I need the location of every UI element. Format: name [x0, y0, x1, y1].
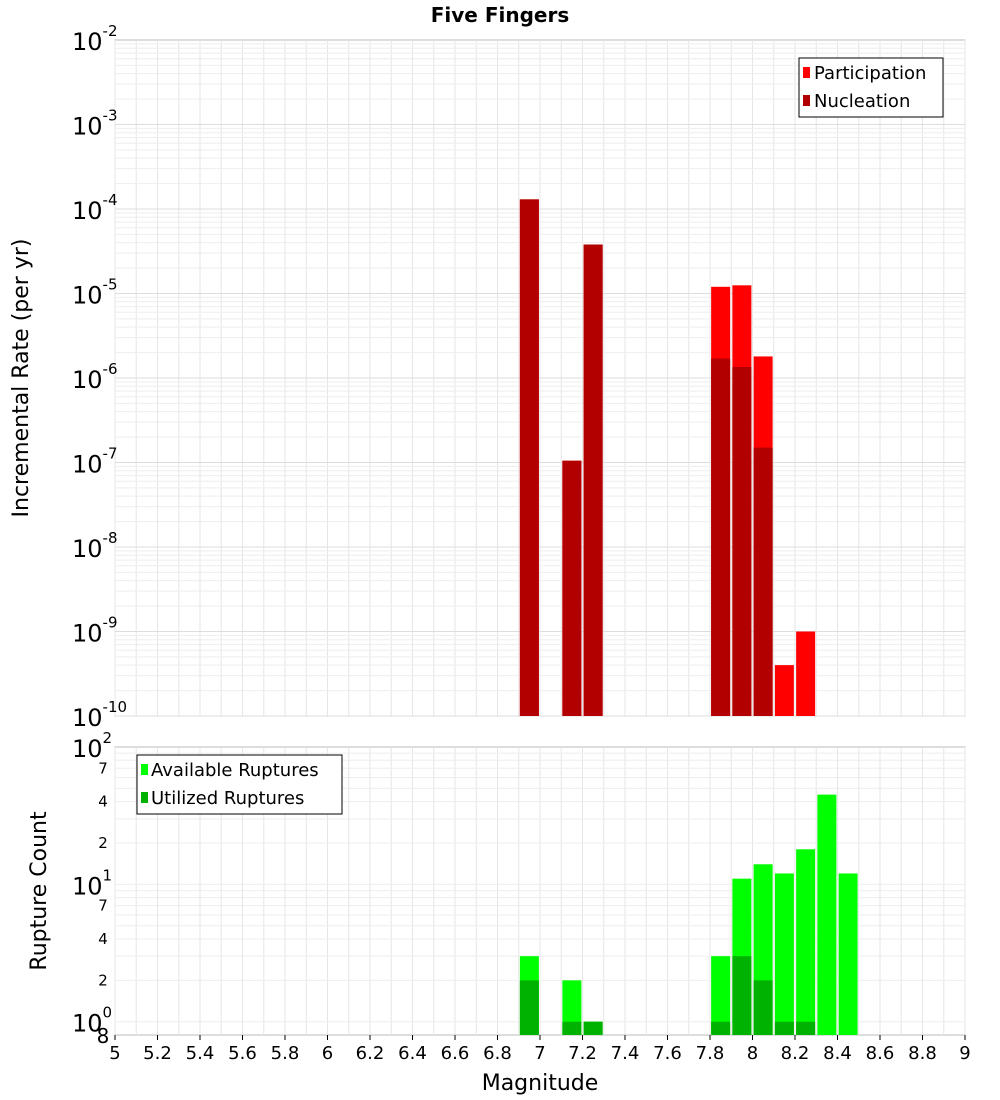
x-tick-label: 6.2	[356, 1043, 385, 1064]
x-tick-label: 8.4	[823, 1043, 852, 1064]
bar-utilized-ruptures	[519, 980, 539, 1035]
bar-available-ruptures	[838, 873, 858, 1035]
top-y-tick-label: 10-4	[72, 191, 118, 225]
legend-swatch-participation	[803, 67, 810, 78]
bar-nucleation	[583, 244, 603, 716]
x-tick-label: 5	[109, 1043, 120, 1064]
x-tick-label: 7.2	[568, 1043, 597, 1064]
bar-utilized-ruptures	[774, 1021, 794, 1035]
legend-label-participation: Participation	[814, 63, 926, 84]
x-tick-label: 5.2	[143, 1043, 172, 1064]
x-tick-label: 5.4	[186, 1043, 215, 1064]
top-y-tick-label: 10-7	[72, 445, 118, 479]
bottom-y-tick-label: 102	[72, 729, 112, 763]
bar-utilized-ruptures	[711, 1021, 731, 1035]
top-y-tick-label: 10-2	[72, 22, 118, 56]
x-tick-label: 6.8	[483, 1043, 512, 1064]
legend-label-nucleation: Nucleation	[814, 91, 910, 112]
x-tick-label: 9	[959, 1043, 970, 1064]
top-y-tick-label: 10-9	[72, 614, 118, 648]
bar-nucleation	[711, 358, 731, 716]
x-tick-label: 7	[534, 1043, 545, 1064]
bar-available-ruptures	[817, 794, 837, 1035]
legend-label-utilized: Utilized Ruptures	[151, 788, 304, 809]
legend-label-available: Available Ruptures	[151, 760, 319, 781]
chart-title: Five Fingers	[431, 3, 570, 27]
x-tick-label: 7.6	[653, 1043, 682, 1064]
x-tick-label: 7.8	[696, 1043, 725, 1064]
bottom-legend: Available Ruptures Utilized Ruptures	[136, 754, 343, 815]
bar-nucleation	[562, 460, 582, 716]
x-tick-label: 6.6	[441, 1043, 470, 1064]
x-tick-label: 8	[747, 1043, 758, 1064]
x-tick-label: 8.2	[781, 1043, 810, 1064]
bottom-y-minor-tick-label: 7	[98, 897, 108, 915]
top-legend: Participation Nucleation	[798, 57, 944, 118]
bottom-y-tick-label: 101	[72, 866, 112, 900]
bottom-y-minor-tick-label: 8	[97, 1024, 110, 1048]
top-y-axis-label: Incremental Rate (per yr)	[9, 239, 34, 518]
top-y-tick-label: 10-10	[72, 698, 127, 732]
bar-available-ruptures	[774, 873, 794, 1035]
top-y-tick-label: 10-5	[72, 276, 118, 310]
bottom-y-minor-tick-label: 4	[98, 793, 108, 811]
bottom-y-axis-label: Rupture Count	[27, 811, 52, 971]
bar-participation	[774, 665, 794, 716]
bar-utilized-ruptures	[753, 980, 773, 1035]
bottom-y-minor-tick-label: 2	[98, 971, 108, 989]
top-y-tick-label: 10-3	[72, 107, 118, 141]
bar-utilized-ruptures	[562, 1021, 582, 1035]
bar-utilized-ruptures	[796, 1021, 816, 1035]
bar-utilized-ruptures	[583, 1021, 603, 1035]
bar-nucleation	[732, 366, 752, 716]
bar-utilized-ruptures	[732, 956, 752, 1035]
x-axis-label: Magnitude	[482, 1071, 599, 1096]
x-tick-label: 5.8	[271, 1043, 300, 1064]
bar-available-ruptures	[796, 849, 816, 1035]
bar-nucleation	[753, 447, 773, 716]
bottom-y-minor-tick-label: 4	[98, 930, 108, 948]
bar-nucleation	[519, 199, 539, 717]
legend-swatch-nucleation	[803, 95, 810, 106]
bar-participation	[796, 631, 816, 716]
bar-available-ruptures	[562, 980, 582, 1035]
bottom-y-minor-tick-label: 2	[98, 834, 108, 852]
x-tick-label: 8.8	[908, 1043, 937, 1064]
legend-swatch-utilized	[141, 792, 148, 803]
x-tick-label: 6.4	[398, 1043, 427, 1064]
top-y-tick-label: 10-6	[72, 360, 118, 394]
x-tick-label: 5.6	[228, 1043, 257, 1064]
bar-available-ruptures	[711, 956, 731, 1035]
x-tick-label: 8.6	[866, 1043, 895, 1064]
bottom-y-minor-tick-label: 7	[98, 759, 108, 777]
x-tick-label: 7.4	[611, 1043, 640, 1064]
x-tick-label: 6	[322, 1043, 333, 1064]
legend-swatch-available	[141, 764, 148, 775]
top-y-tick-label: 10-8	[72, 529, 118, 563]
